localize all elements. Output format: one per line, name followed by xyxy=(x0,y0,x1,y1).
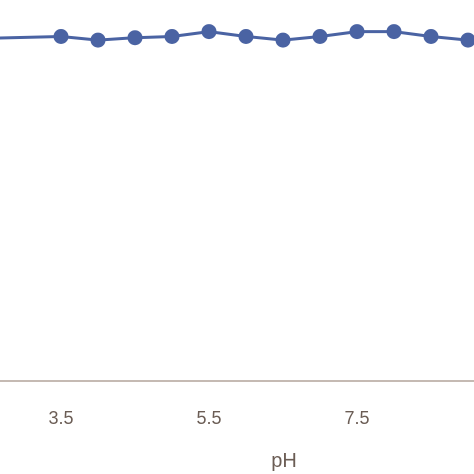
data-point xyxy=(275,32,291,48)
series-points xyxy=(53,24,474,48)
x-axis-title: pH xyxy=(271,450,297,472)
x-tick-label: 7.5 xyxy=(344,408,369,428)
x-tick-label: 5.5 xyxy=(196,408,221,428)
data-point xyxy=(386,24,402,40)
data-point xyxy=(164,29,180,44)
data-point xyxy=(90,32,106,48)
x-tick-label: 3.5 xyxy=(48,408,73,428)
data-point xyxy=(53,29,69,44)
data-point xyxy=(127,30,143,46)
data-point xyxy=(423,29,439,44)
x-tick-labels: 3.55.57.59. xyxy=(48,408,369,428)
data-point xyxy=(238,29,254,44)
data-point xyxy=(312,29,328,44)
data-point xyxy=(201,24,217,40)
series-line xyxy=(0,30,474,42)
data-point xyxy=(460,32,474,48)
data-point xyxy=(349,24,365,40)
